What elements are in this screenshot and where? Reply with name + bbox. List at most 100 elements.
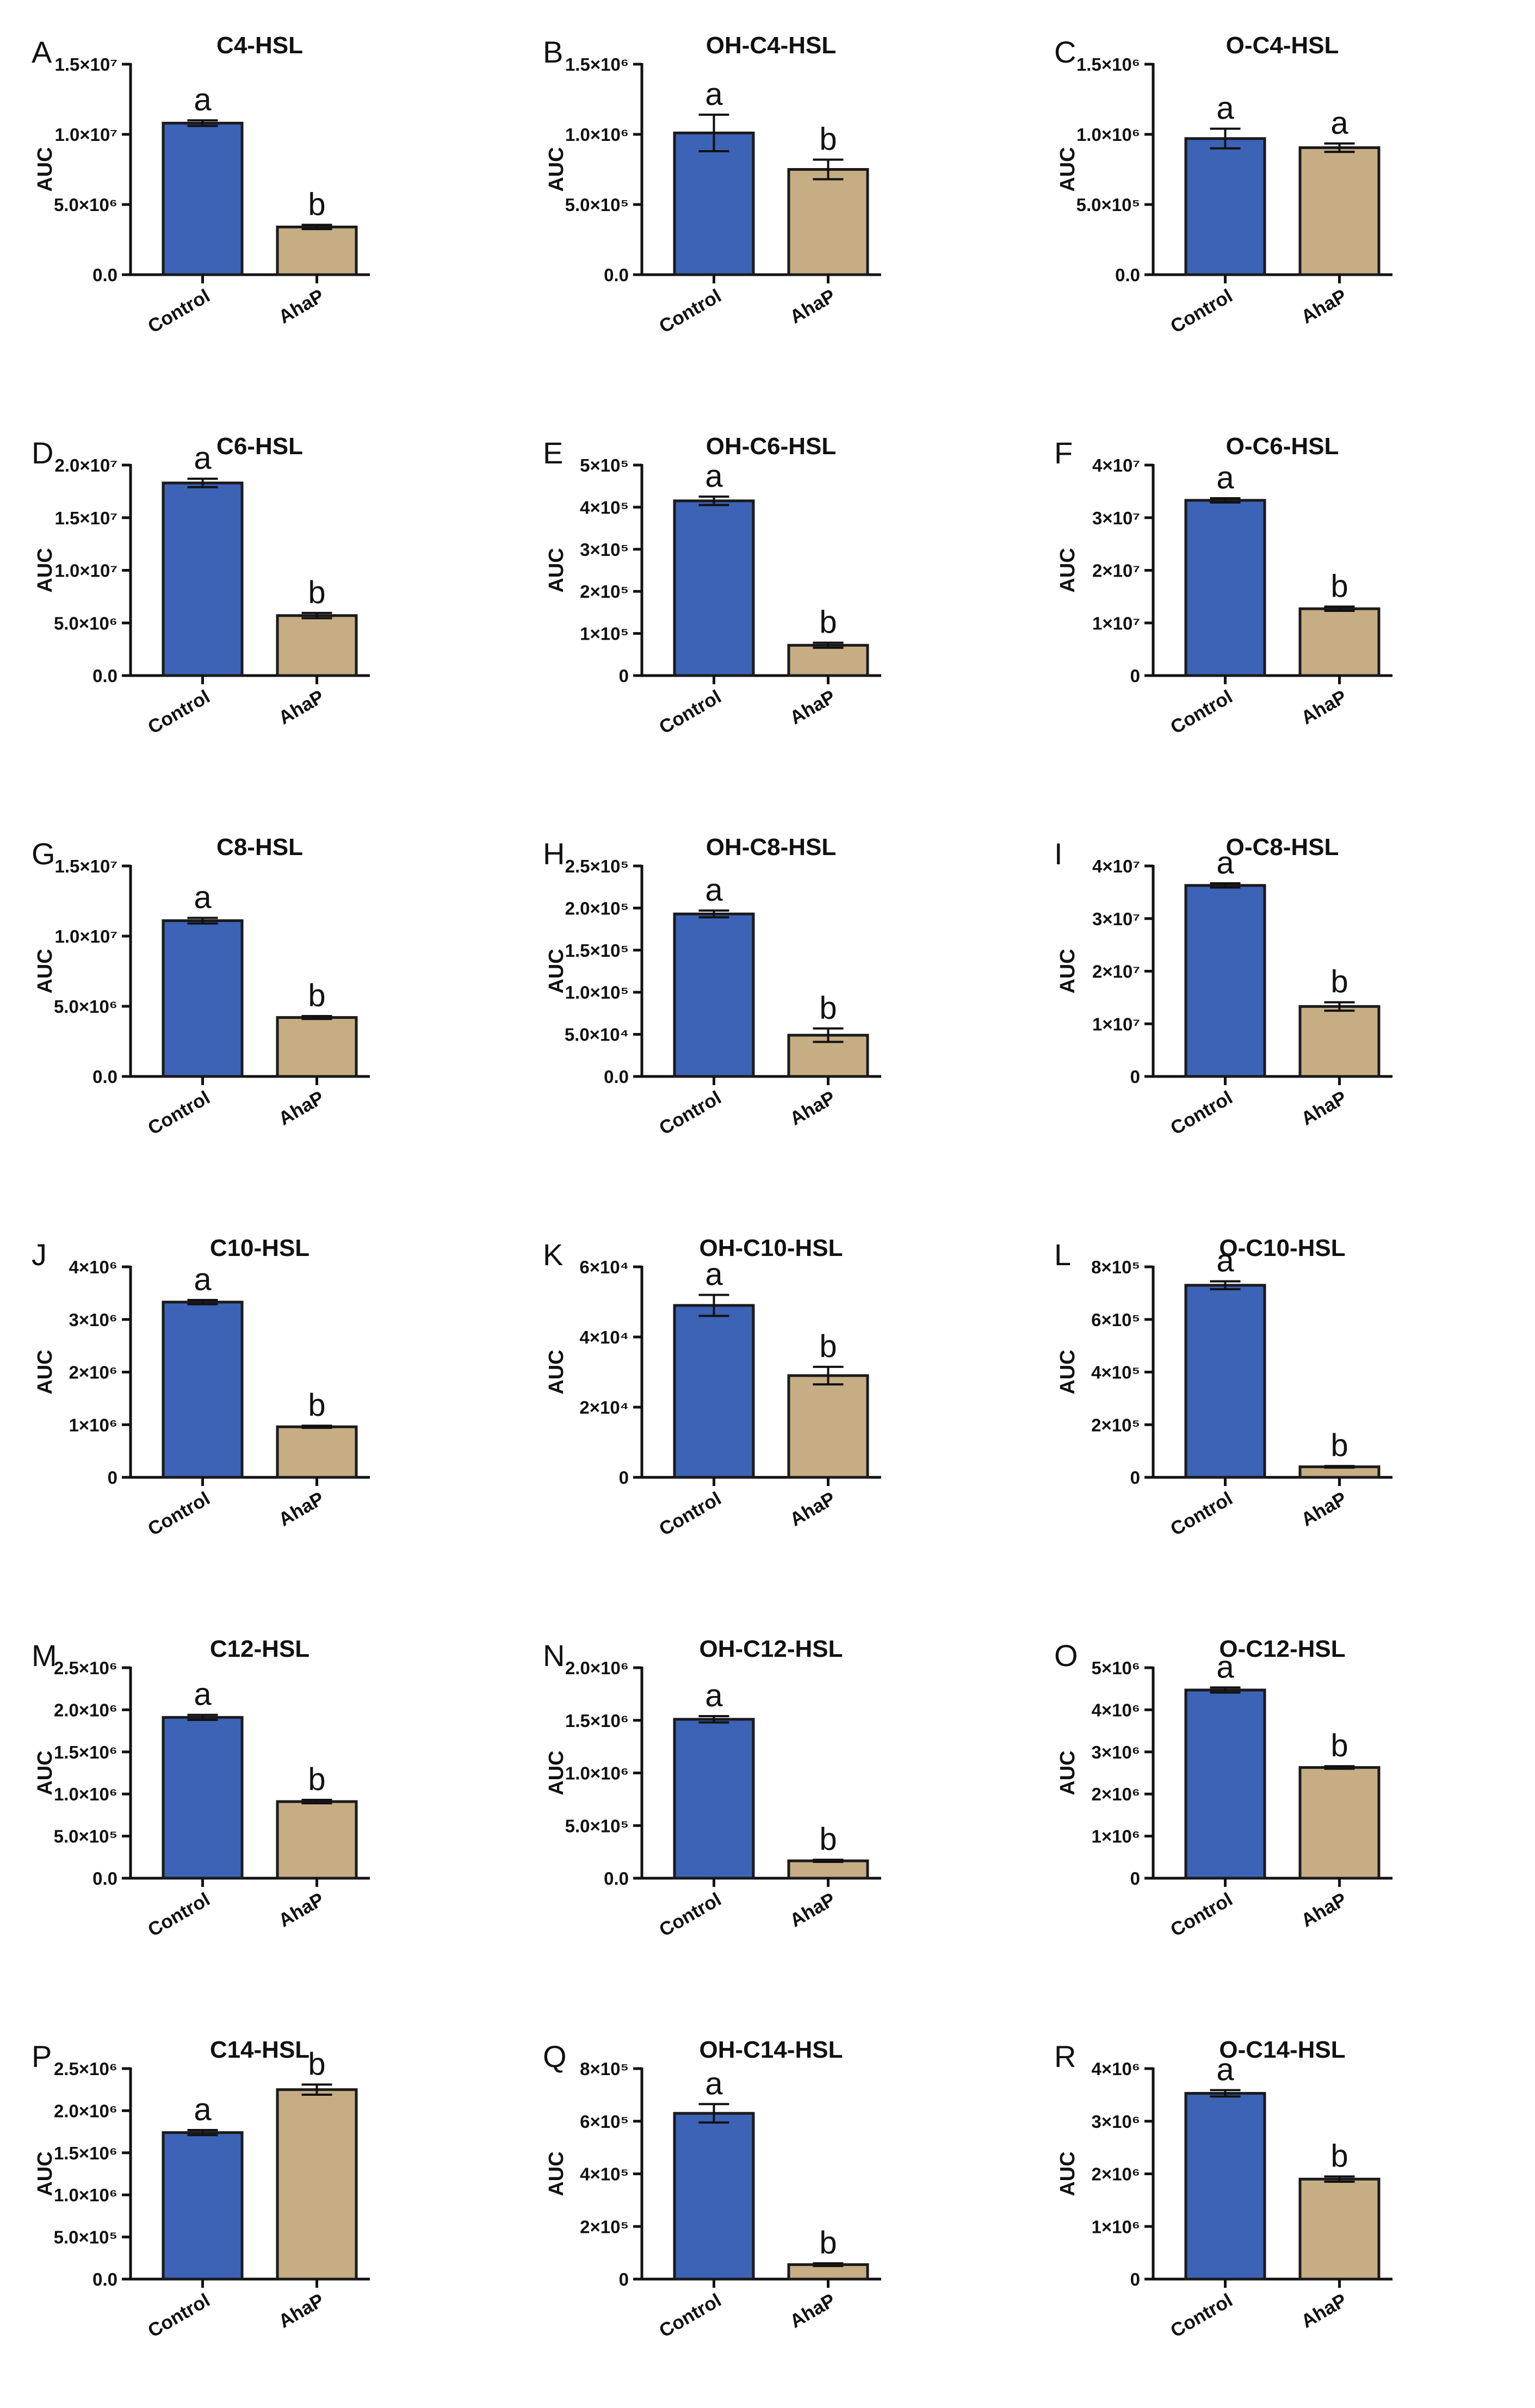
y-axis-label: AUC [34, 548, 57, 592]
y-tick-label: 0.0 [92, 1067, 117, 1087]
y-tick-label: 0 [619, 666, 629, 686]
ahap-bar [787, 168, 869, 276]
x-tick-label: Control [144, 686, 213, 738]
significance-letter: b [308, 1388, 325, 1423]
y-tick-label: 2.0×10⁵ [565, 898, 629, 918]
y-axis-label: AUC [1056, 1750, 1079, 1795]
error-bar [301, 1799, 332, 1805]
significance-letter: b [819, 991, 837, 1026]
significance-letter: a [194, 2092, 212, 2127]
significance-letter: a [1216, 91, 1234, 126]
ahap-bar [276, 2088, 358, 2281]
ahap-bar [1298, 1766, 1381, 1880]
x-tick-label: AhaP [1298, 1889, 1351, 1932]
error-bar [301, 611, 332, 620]
chart-svg: K OH-C10-HSL AUC 0 2×10⁴ 4×10⁴ 6×10⁴ a Control b A… [543, 1235, 881, 1540]
significance-letter: a [194, 1677, 212, 1712]
control-bar [673, 1718, 755, 1880]
y-tick-label: 5.0×10⁵ [1076, 195, 1140, 215]
control-bar [673, 2112, 755, 2281]
y-tick-label: 1.0×10⁶ [54, 2185, 117, 2205]
error-bar [187, 1713, 218, 1721]
y-tick-label: 2×10⁴ [579, 1397, 629, 1417]
y-tick-label: 0.0 [92, 1868, 117, 1889]
ahap-bar [787, 643, 869, 677]
y-tick-label: 1.0×10⁷ [55, 926, 117, 946]
y-tick-label: 0.0 [604, 1868, 629, 1889]
error-bar [1210, 1280, 1241, 1291]
y-axis-label: AUC [1056, 1350, 1079, 1394]
y-tick-label: 0.0 [604, 265, 629, 285]
chart-svg: R O-C14-HSL AUC 0 1×10⁶ 2×10⁶ 3×10⁶ 4×10⁶ a Contr… [1054, 2036, 1392, 2342]
y-tick-label: 6×10⁵ [1091, 1310, 1140, 1330]
ahap-bar [276, 1425, 358, 1479]
x-tick-label: Control [655, 2289, 725, 2342]
error-bar [187, 119, 218, 127]
y-tick-label: 0 [1130, 1868, 1140, 1889]
control-bar [162, 1301, 244, 1479]
control-bar [1184, 1284, 1266, 1479]
y-tick-label: 5.0×10⁴ [565, 1025, 629, 1045]
error-bar [1324, 605, 1355, 612]
y-tick-label: 2.0×10⁶ [54, 2101, 117, 2121]
chart-svg: H OH-C8-HSL AUC 0.0 5.0×10⁴ 1.0×10⁵ 1.5×10⁵ 2.0… [543, 834, 881, 1139]
panel-label: K [543, 1237, 563, 1272]
y-tick-label: 4×10⁶ [1091, 2059, 1140, 2079]
y-tick-label: 5.0×10⁵ [54, 1827, 117, 1847]
y-tick-label: 4×10⁵ [580, 2164, 629, 2184]
significance-letter: b [1330, 2138, 1348, 2174]
error-bar [301, 1425, 332, 1429]
y-tick-label: 4×10⁶ [69, 1257, 117, 1277]
x-tick-label: Control [144, 1889, 213, 1941]
y-axis-label: AUC [1056, 548, 1079, 592]
control-bar [673, 131, 755, 276]
chart-title: OH-C14-HSL [699, 2036, 843, 2063]
x-tick-label: AhaP [275, 686, 328, 729]
significance-letter: a [194, 1262, 212, 1297]
error-bar [301, 2083, 332, 2096]
x-tick-label: AhaP [275, 2289, 328, 2332]
y-tick-label: 1×10⁷ [1092, 1014, 1140, 1034]
y-tick-label: 5×10⁵ [580, 455, 629, 475]
chart-panel-r: R O-C14-HSL AUC 0 1×10⁶ 2×10⁶ 3×10⁶ 4×10⁶ a Contr… [1023, 2004, 1534, 2405]
chart-svg: I O-C8-HSL AUC 0 1×10⁷ 2×10⁷ 3×10⁷ 4×10⁷ a Contro… [1054, 834, 1392, 1139]
y-tick-label: 1.0×10⁶ [54, 1784, 117, 1804]
error-bar [698, 1715, 729, 1724]
significance-letter: a [1216, 1243, 1234, 1279]
chart-svg: B OH-C4-HSL AUC 0.0 5.0×10⁵ 1.0×10⁶ 1.5×10⁶ a Co… [543, 32, 881, 337]
y-tick-label: 0 [1130, 666, 1140, 686]
y-tick-label: 2.5×10⁶ [54, 1658, 117, 1678]
significance-letter: b [1330, 568, 1348, 604]
error-bar [813, 1027, 844, 1043]
ahap-bar [276, 614, 358, 677]
y-tick-label: 4×10⁷ [1092, 856, 1140, 876]
y-tick-label: 2×10⁶ [1091, 2164, 1140, 2184]
chart-svg: P C14-HSL AUC 0.0 5.0×10⁵ 1.0×10⁶ 1.5×10⁶ 2.0×1… [32, 2036, 370, 2342]
error-bar [698, 2103, 729, 2124]
error-bar [1210, 127, 1241, 150]
chart-title: O-C10-HSL [1219, 1235, 1345, 1261]
y-tick-label: 2.0×10⁷ [55, 455, 117, 475]
control-bar [162, 121, 244, 276]
y-tick-label: 1×10⁶ [69, 1415, 117, 1435]
significance-letter: b [819, 605, 837, 640]
x-tick-label: AhaP [275, 1488, 328, 1531]
chart-panel-p: P C14-HSL AUC 0.0 5.0×10⁵ 1.0×10⁶ 1.5×10⁶ 2.0×1… [0, 2004, 511, 2405]
chart-panel-g: G C8-HSL AUC 0.0 5.0×10⁶ 1.0×10⁷ 1.5×10⁷ a Contr… [0, 802, 511, 1203]
significance-letter: a [705, 77, 723, 112]
error-bar [1210, 1686, 1241, 1694]
panel-label: P [32, 2039, 52, 2073]
chart-title: C6-HSL [216, 433, 303, 460]
y-tick-label: 4×10⁵ [1091, 1363, 1140, 1383]
y-tick-label: 0.0 [92, 666, 117, 686]
chart-panel-l: L O-C10-HSL AUC 0 2×10⁵ 4×10⁵ 6×10⁵ 8×10⁵ a Contr… [1023, 1203, 1534, 1604]
y-tick-label: 1.5×10⁶ [565, 54, 629, 75]
y-tick-label: 2×10⁶ [69, 1363, 117, 1383]
error-bar [1324, 1765, 1355, 1770]
y-tick-label: 1.0×10⁶ [565, 1763, 629, 1784]
significance-letter: b [1330, 1728, 1348, 1763]
ahap-bar [1298, 2177, 1381, 2281]
error-bar [1210, 2089, 1241, 2098]
significance-letter: a [194, 880, 212, 915]
y-axis-label: AUC [1056, 2151, 1079, 2196]
